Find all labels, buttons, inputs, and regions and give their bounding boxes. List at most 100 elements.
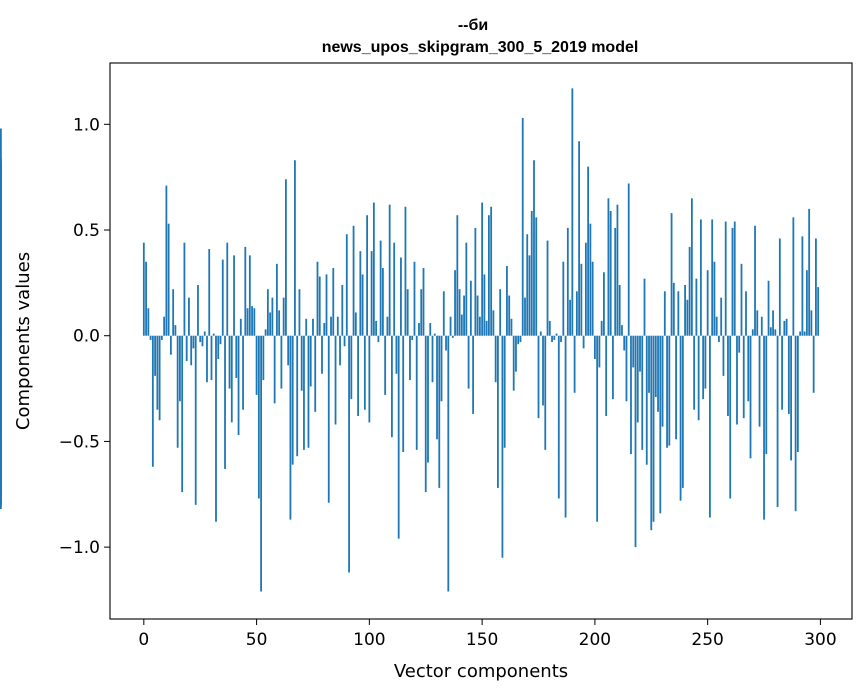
x-tick-label: 250 (691, 630, 723, 650)
bar (0, 280, 2, 336)
bar (363, 335, 366, 410)
x-tick-label: 0 (138, 630, 149, 650)
bar (566, 227, 569, 336)
bar (465, 242, 468, 336)
bar (524, 297, 526, 336)
bar (625, 335, 628, 402)
bar (467, 335, 470, 389)
bar (275, 263, 278, 336)
bar (287, 335, 290, 366)
bar (557, 335, 560, 499)
bar (208, 249, 211, 336)
bar (217, 335, 220, 359)
bar (406, 289, 409, 336)
bar (542, 335, 544, 406)
bar (519, 335, 522, 343)
bar (348, 335, 350, 573)
bar (357, 335, 359, 417)
bar (391, 335, 393, 438)
bar (758, 335, 761, 427)
bar (745, 291, 747, 336)
bar (429, 323, 432, 336)
bar (210, 335, 213, 381)
bar (454, 270, 456, 336)
bar (661, 335, 664, 427)
bar (510, 318, 513, 336)
bar (589, 223, 592, 336)
bar (440, 335, 443, 402)
bar (778, 238, 781, 336)
bar (715, 316, 718, 336)
bar (544, 335, 547, 450)
bar (350, 335, 353, 400)
bar (458, 289, 461, 336)
bar (569, 299, 571, 336)
bar (754, 225, 756, 336)
bar (492, 310, 495, 336)
bar (709, 335, 711, 518)
bar (172, 289, 175, 336)
bar (551, 335, 553, 343)
bar (442, 291, 445, 336)
bar (639, 335, 641, 372)
bar (738, 335, 741, 353)
bar (609, 210, 612, 336)
bar (742, 335, 745, 419)
bar (763, 335, 765, 520)
bar (404, 206, 407, 336)
bar (343, 335, 346, 347)
bar (650, 335, 653, 531)
bar (718, 335, 720, 343)
bar (805, 270, 808, 336)
y-tick-label: 0.0 (73, 327, 100, 347)
bar (537, 335, 540, 419)
bar (415, 335, 418, 450)
bar (503, 335, 506, 448)
bar (285, 179, 287, 336)
bar (785, 318, 788, 336)
bar (0, 335, 2, 510)
bar (772, 310, 774, 336)
bar (487, 215, 490, 336)
bar (749, 335, 752, 459)
bar (553, 335, 556, 340)
bar (474, 227, 477, 336)
bar (280, 335, 283, 389)
bar (560, 335, 562, 343)
bar (810, 310, 813, 336)
bar (239, 318, 242, 336)
bar (384, 335, 387, 395)
bar (729, 335, 732, 499)
bar (494, 335, 497, 383)
bar (296, 335, 299, 457)
bar (630, 335, 632, 455)
bar (151, 335, 154, 467)
x-tick-label: 200 (579, 630, 611, 650)
bar (720, 297, 723, 336)
bar (546, 240, 549, 336)
bar (345, 234, 348, 336)
bar (512, 335, 515, 391)
bar (260, 335, 262, 592)
bar (411, 335, 414, 340)
bar (704, 335, 707, 389)
bar (278, 310, 281, 336)
bar (591, 261, 594, 336)
bar (312, 318, 314, 336)
bar (801, 236, 804, 336)
bar (515, 335, 517, 372)
bar (787, 335, 790, 414)
bar (199, 335, 202, 343)
x-tick-label: 300 (804, 630, 836, 650)
bar (219, 335, 222, 345)
bar (402, 335, 405, 452)
bar (713, 261, 716, 336)
bar (174, 325, 177, 336)
bar (354, 312, 357, 336)
bar (316, 261, 319, 336)
bar (756, 310, 759, 336)
bar (237, 335, 240, 436)
bar (702, 335, 705, 400)
bar (808, 208, 811, 336)
bar (460, 314, 463, 336)
